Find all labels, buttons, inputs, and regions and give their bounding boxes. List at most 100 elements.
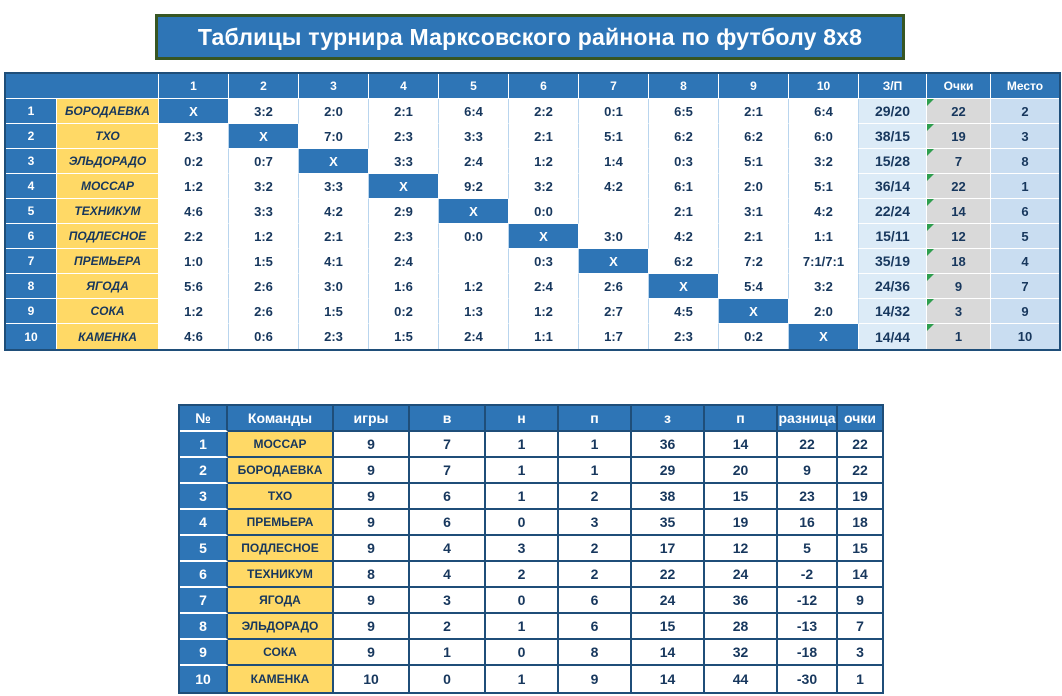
place-cell: 4 xyxy=(991,249,1059,274)
stat-value-cell: 1 xyxy=(486,432,559,458)
result-cell: 2:3 xyxy=(649,324,719,349)
stat-value-cell: 16 xyxy=(778,510,838,536)
stat-value-cell: 32 xyxy=(705,640,778,666)
goals-ratio-cell: 29/20 xyxy=(859,99,927,124)
stat-value-cell: 15 xyxy=(705,484,778,510)
stat-value-cell: 1 xyxy=(486,614,559,640)
stat-value-cell: 6 xyxy=(410,510,486,536)
team-name-cell: МОССАР xyxy=(57,174,159,199)
result-cell: 3:2 xyxy=(789,149,859,174)
diagonal-x-cell: X xyxy=(439,199,509,224)
stat-value-cell: -30 xyxy=(778,666,838,692)
stat-value-cell: 28 xyxy=(705,614,778,640)
result-cell: 7:1/7:1 xyxy=(789,249,859,274)
team-name-cell: МОССАР xyxy=(228,432,334,458)
standings-table-row: 9 СОКА 9 1 0 8 14 32 -18 3 xyxy=(180,640,882,666)
standings-table-row: 8 ЭЛЬДОРАДО 9 2 1 6 15 28 -13 7 xyxy=(180,614,882,640)
cross-col-header: 9 xyxy=(719,74,789,99)
standings-table-header: № Команды игры в н п з п разница очки xyxy=(180,406,882,432)
diagonal-x-cell: X xyxy=(649,274,719,299)
standings-table-body: 1 МОССАР 9 7 1 1 36 14 22 22 2 БОРОДАЕВКА 9 7 1 1 29 20 9 2… xyxy=(180,432,882,692)
cross-col-header: 2 xyxy=(229,74,299,99)
standings-col-header: з xyxy=(632,406,705,432)
diagonal-x-cell: X xyxy=(509,224,579,249)
stat-value-cell: 9 xyxy=(334,484,410,510)
stat-value-cell: 22 xyxy=(632,562,705,588)
stat-value-cell: 1 xyxy=(838,666,882,692)
team-name-cell: СОКА xyxy=(57,299,159,324)
diagonal-x-cell: X xyxy=(229,124,299,149)
result-cell: 0:2 xyxy=(719,324,789,349)
row-number-cell: 3 xyxy=(6,149,57,174)
goals-ratio-cell: 24/36 xyxy=(859,274,927,299)
result-cell: 1:1 xyxy=(509,324,579,349)
stat-value-cell: 9 xyxy=(334,510,410,536)
stat-value-cell: 5 xyxy=(778,536,838,562)
cell-flag-triangle-icon xyxy=(927,99,934,106)
team-name-cell: БОРОДАЕВКА xyxy=(228,458,334,484)
result-cell: 0:7 xyxy=(229,149,299,174)
result-cell: 6:2 xyxy=(649,249,719,274)
stat-value-cell: 1 xyxy=(486,484,559,510)
result-cell: 6:2 xyxy=(649,124,719,149)
result-cell: 1:2 xyxy=(439,274,509,299)
stat-value-cell: 14 xyxy=(632,640,705,666)
stat-value-cell: 1 xyxy=(486,666,559,692)
diagonal-x-cell: X xyxy=(299,149,369,174)
points-cell: 18 xyxy=(927,249,991,274)
result-cell: 2:7 xyxy=(579,299,649,324)
cross-col-header: 7 xyxy=(579,74,649,99)
goals-ratio-cell: 15/28 xyxy=(859,149,927,174)
cross-col-header: З/П xyxy=(859,74,927,99)
result-cell: 6:0 xyxy=(789,124,859,149)
team-name-cell: ЭЛЬДОРАДО xyxy=(57,149,159,174)
cross-col-header: 5 xyxy=(439,74,509,99)
standings-col-header: н xyxy=(486,406,559,432)
empty-result-cell xyxy=(579,199,649,224)
stat-value-cell: 29 xyxy=(632,458,705,484)
result-cell: 3:3 xyxy=(439,124,509,149)
goals-ratio-cell: 15/11 xyxy=(859,224,927,249)
stat-value-cell: 9 xyxy=(334,536,410,562)
team-name-cell: ТЕХНИКУМ xyxy=(228,562,334,588)
result-cell: 0:1 xyxy=(579,99,649,124)
result-cell: 7:0 xyxy=(299,124,369,149)
result-cell: 0:0 xyxy=(509,199,579,224)
points-cell: 22 xyxy=(927,174,991,199)
cross-table-row: 7 ПРЕМЬЕРА 1:0 1:5 4:1 2:4 0:3 X 6:2 7:2 7:1/7:1 35… xyxy=(6,249,1059,274)
result-cell: 2:1 xyxy=(719,99,789,124)
result-cell: 2:4 xyxy=(439,149,509,174)
stat-value-cell: 3 xyxy=(838,640,882,666)
stat-value-cell: 3 xyxy=(486,536,559,562)
stat-value-cell: 9 xyxy=(559,666,632,692)
result-cell: 2:6 xyxy=(229,299,299,324)
result-cell: 4:2 xyxy=(579,174,649,199)
cross-table-row: 1 БОРОДАЕВКА X 3:2 2:0 2:1 6:4 2:2 0:1 6:5 2:1 6:4 2… xyxy=(6,99,1059,124)
team-name-cell: ЭЛЬДОРАДО xyxy=(228,614,334,640)
result-cell: 2:4 xyxy=(369,249,439,274)
stat-value-cell: 14 xyxy=(838,562,882,588)
goals-ratio-cell: 38/15 xyxy=(859,124,927,149)
cross-col-header: 4 xyxy=(369,74,439,99)
stat-value-cell: 38 xyxy=(632,484,705,510)
row-number-cell: 3 xyxy=(180,484,228,510)
cross-table-row: 6 ПОДЛЕСНОЕ 2:2 1:2 2:1 2:3 0:0 X 3:0 4:2 2:1 1:1 15… xyxy=(6,224,1059,249)
team-name-cell: ПОДЛЕСНОЕ xyxy=(57,224,159,249)
points-cell: 1 xyxy=(927,324,991,349)
stat-value-cell: 0 xyxy=(486,640,559,666)
result-cell: 2:6 xyxy=(229,274,299,299)
stat-value-cell: 15 xyxy=(838,536,882,562)
standings-col-header: очки xyxy=(838,406,882,432)
standings-col-header: игры xyxy=(334,406,410,432)
row-number-cell: 10 xyxy=(6,324,57,349)
place-cell: 9 xyxy=(991,299,1059,324)
stat-value-cell: 7 xyxy=(410,458,486,484)
page-title: Таблицы турнира Марксовского райнона по … xyxy=(197,23,863,50)
result-cell: 3:2 xyxy=(229,174,299,199)
result-cell: 5:1 xyxy=(789,174,859,199)
stat-value-cell: 44 xyxy=(705,666,778,692)
cell-flag-triangle-icon xyxy=(927,299,934,306)
result-cell: 4:2 xyxy=(649,224,719,249)
team-name-cell: ТХО xyxy=(228,484,334,510)
result-cell: 2:0 xyxy=(789,299,859,324)
